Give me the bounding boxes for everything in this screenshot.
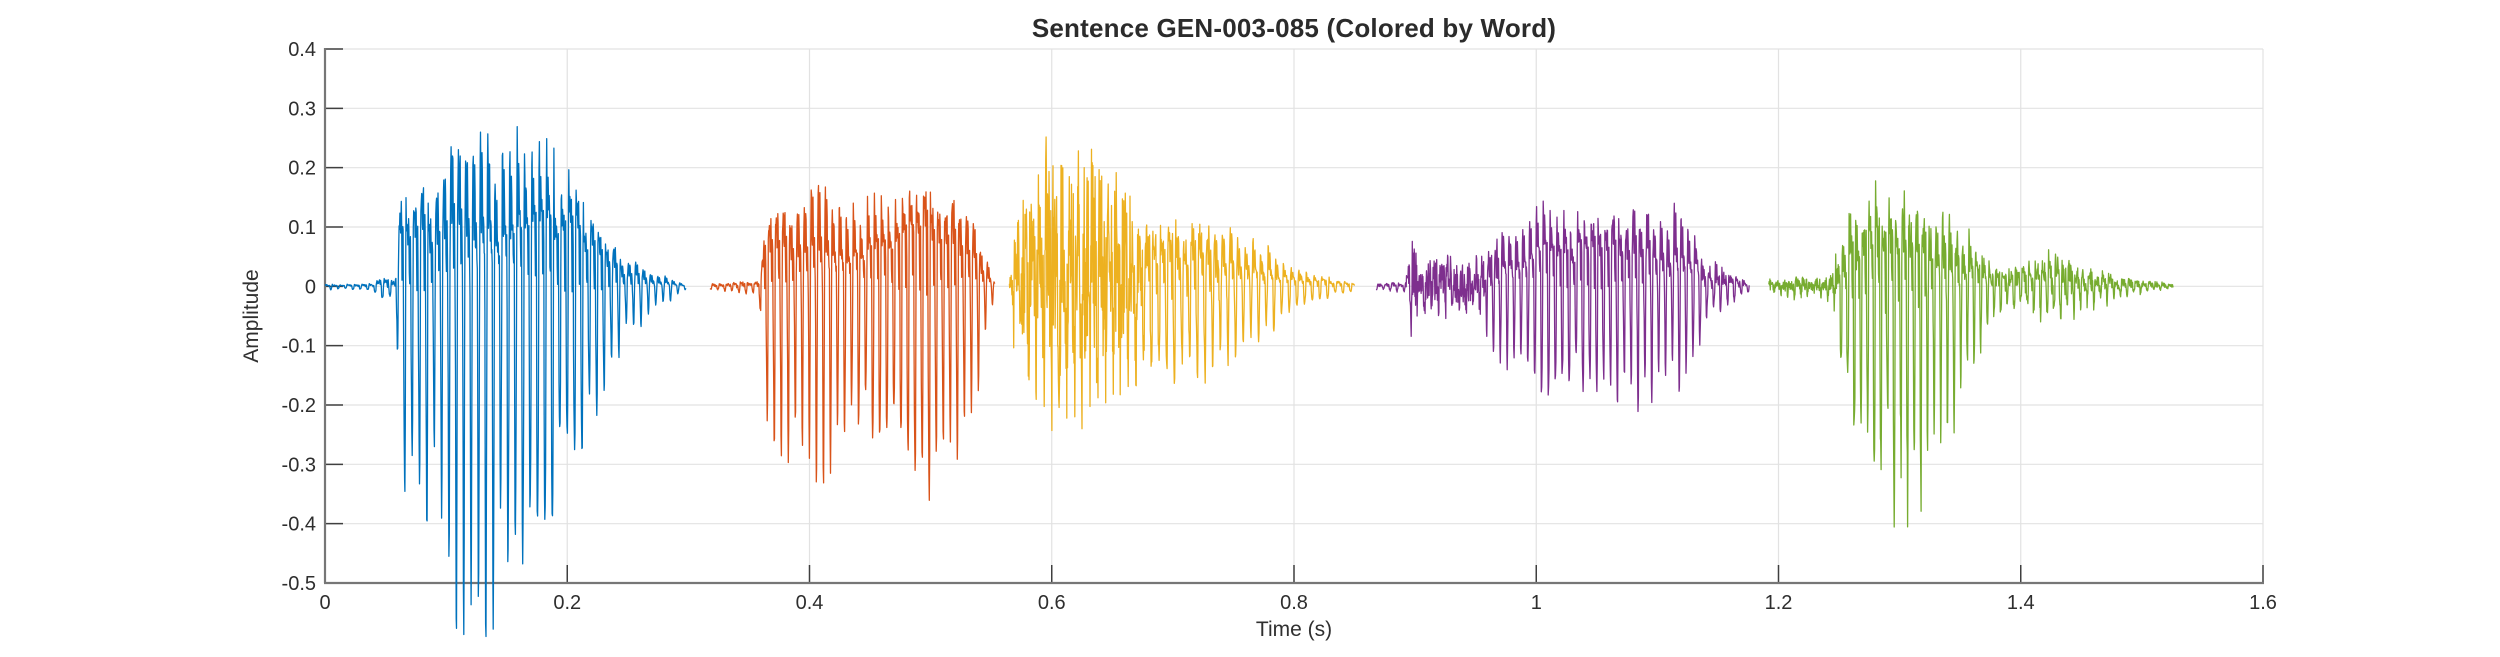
waveform-segment-word-3: [1008, 136, 1356, 432]
x-tick-label: 0.8: [1280, 592, 1308, 614]
waveform-segment-word-1: [324, 126, 687, 638]
x-tick-label: 0: [319, 592, 330, 614]
y-tick-label: -0.3: [282, 454, 316, 476]
y-tick-label: -0.4: [282, 514, 316, 536]
x-tick-label: 0.4: [796, 592, 824, 614]
axis-spines: [323, 48, 2264, 585]
x-tick-label: 1: [1531, 592, 1542, 614]
grid-lines: [324, 48, 2264, 584]
chart-title: Sentence GEN-003-085 (Colored by Word): [1031, 13, 1557, 43]
y-tick-labels: 0.4 0.3 0.2 0.1 0 -0.1 -0.2 -0.3 -0.4 -0.5: [282, 39, 316, 595]
y-tick-label: -0.1: [282, 336, 316, 358]
waveform-segment-word-4: [1375, 200, 1750, 413]
x-tick-label: 1.2: [1765, 592, 1793, 614]
y-tick-label: 0.1: [288, 217, 316, 239]
y-tick-label: 0.2: [288, 158, 316, 180]
y-tick-label: 0.3: [288, 98, 316, 120]
x-tick-label: 0.6: [1038, 592, 1066, 614]
x-axis-label: Time (s): [1255, 618, 1333, 641]
x-tick-label: 0.2: [553, 592, 581, 614]
waveform-segment-word-5: [1768, 180, 2174, 528]
x-tick-label: 1.4: [2007, 592, 2035, 614]
y-tick-label: 0: [305, 276, 316, 298]
x-tick-labels: 0 0.2 0.4 0.6 0.8 1 1.2 1.4 1.6: [319, 592, 2276, 614]
y-tick-label: -0.5: [282, 573, 316, 595]
waveform-segment-word-2: [709, 184, 996, 501]
y-axis-label: Amplitude: [240, 269, 263, 363]
y-tick-label: -0.2: [282, 395, 316, 417]
x-tick-label: 1.6: [2249, 592, 2277, 614]
y-tick-label: 0.4: [288, 39, 316, 61]
